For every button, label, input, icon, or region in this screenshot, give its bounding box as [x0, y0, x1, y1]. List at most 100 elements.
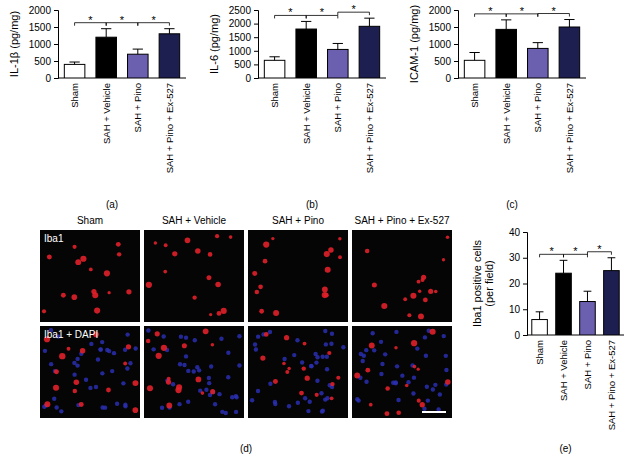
- micrograph-image: [144, 230, 244, 322]
- x-tick: SAH + Pino: [132, 83, 143, 132]
- cell-decoration: [211, 343, 215, 347]
- tick-label: 30: [509, 252, 521, 263]
- cell-decoration: [381, 303, 387, 309]
- axis-title: IL-1β (pg/mg): [8, 11, 20, 77]
- bar: [359, 26, 380, 78]
- nucleus-decoration: [396, 398, 400, 402]
- y-tick: 0: [514, 330, 527, 341]
- tick-label: SAH + Vehicle: [501, 83, 512, 144]
- nucleus-decoration: [125, 332, 129, 336]
- bar: [532, 320, 548, 335]
- axis-title-line: (per field): [483, 260, 495, 306]
- y-tick: 30: [509, 252, 527, 263]
- error-cap: [533, 42, 543, 43]
- nucleus-decoration: [433, 383, 437, 387]
- nucleus-decoration: [160, 406, 164, 410]
- nucleus-decoration: [295, 338, 299, 342]
- x-tick: SAH + Vehicle: [501, 83, 512, 144]
- tick-label: 0: [514, 330, 520, 341]
- tick-label: Sham: [69, 83, 80, 108]
- nucleus-decoration: [171, 382, 175, 386]
- error-bar: [169, 29, 170, 34]
- y-tick: 2000: [229, 18, 258, 29]
- nucleus-decoration: [125, 366, 129, 370]
- cell-decoration: [411, 340, 417, 346]
- axis-line: [523, 233, 528, 336]
- nucleus-decoration: [412, 375, 416, 379]
- nucleus-decoration: [431, 387, 435, 391]
- error-bar: [506, 20, 507, 30]
- cell-decoration: [107, 291, 110, 294]
- nucleus-decoration: [192, 369, 196, 373]
- cell-decoration: [92, 292, 98, 298]
- cell-decoration: [396, 410, 401, 415]
- tick-label: 1000: [29, 39, 52, 50]
- cell-decoration: [394, 346, 397, 349]
- nucleus-decoration: [320, 409, 324, 413]
- cell-decoration: [215, 282, 221, 288]
- nucleus-decoration: [182, 363, 186, 367]
- error-cap: [101, 28, 111, 29]
- cell-decoration: [126, 289, 131, 294]
- nucleus-decoration: [325, 367, 329, 371]
- nucleus-decoration: [355, 397, 359, 401]
- cell-decoration: [385, 386, 390, 391]
- tick-label: SAH + Pino: [532, 83, 543, 132]
- cell-decoration: [420, 402, 425, 407]
- column-label: SAH + Pino: [272, 215, 324, 226]
- nucleus-decoration: [207, 381, 211, 385]
- panel-caption: (e): [559, 443, 571, 454]
- error-cap: [560, 260, 568, 261]
- tick-mark: [523, 258, 527, 259]
- nucleus-decoration: [253, 342, 257, 346]
- bar: [580, 302, 596, 335]
- nucleus-decoration: [128, 361, 132, 365]
- nucleus-decoration: [424, 354, 428, 358]
- nucleus-decoration: [325, 355, 329, 359]
- column-label: SAH + Vehicle: [162, 215, 227, 226]
- error-cap: [333, 43, 343, 44]
- nucleus-decoration: [146, 328, 150, 332]
- nucleus-decoration: [178, 362, 182, 366]
- cell-decoration: [273, 310, 279, 316]
- cell-decoration: [156, 353, 162, 359]
- cell-decoration: [116, 242, 121, 247]
- nucleus-decoration: [100, 340, 104, 344]
- nucleus-decoration: [195, 365, 199, 369]
- cell-decoration: [61, 293, 66, 298]
- tick-label: 2000: [29, 5, 52, 16]
- y-axis: 010203040: [509, 227, 528, 341]
- nucleus-decoration: [320, 355, 324, 359]
- cell-decoration: [221, 308, 227, 314]
- axis-line: [54, 11, 59, 79]
- nucleus-decoration: [309, 364, 313, 368]
- x-tick: Sham: [469, 83, 480, 108]
- error-bar: [563, 260, 564, 273]
- y-tick: 1500: [229, 32, 258, 43]
- nucleus-decoration: [380, 362, 384, 366]
- nucleus-decoration: [88, 386, 92, 390]
- cell-decoration: [260, 355, 265, 360]
- tick-label: SAH + Vehicle: [101, 83, 112, 144]
- nucleus-decoration: [84, 378, 88, 382]
- cell-decoration: [229, 235, 233, 239]
- y-tick: 1500: [29, 22, 58, 33]
- bar: [64, 64, 85, 78]
- axis-title-line: ICAM-1 (pg/mg): [408, 5, 420, 83]
- cell-decoration: [434, 290, 438, 294]
- error-bar: [474, 53, 475, 61]
- y-tick: 500: [34, 56, 58, 67]
- cell-decoration: [79, 402, 84, 407]
- nucleus-decoration: [296, 401, 300, 405]
- x-tick: SAH + Pino: [332, 83, 343, 132]
- nucleus-decoration: [115, 402, 119, 406]
- nucleus-decoration: [100, 405, 104, 409]
- significance-label: *: [488, 5, 493, 17]
- scale-bar: [422, 411, 446, 413]
- cell-decoration: [161, 345, 167, 351]
- tick-label: SAH + Pino + Ex-527: [606, 340, 617, 430]
- axis-line: [454, 11, 459, 79]
- nucleus-decoration: [237, 334, 241, 338]
- cell-decoration: [263, 241, 269, 247]
- nucleus-decoration: [370, 331, 374, 335]
